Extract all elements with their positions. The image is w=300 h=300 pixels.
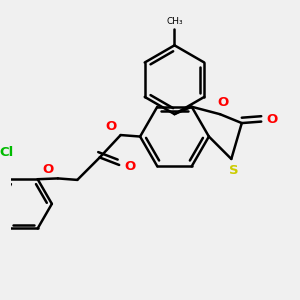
Text: O: O [218,96,229,109]
Text: Cl: Cl [0,146,14,160]
Text: O: O [124,160,135,173]
Text: O: O [105,120,116,133]
Text: O: O [267,113,278,126]
Text: S: S [230,164,239,177]
Text: O: O [42,163,54,176]
Text: CH₃: CH₃ [166,17,183,26]
